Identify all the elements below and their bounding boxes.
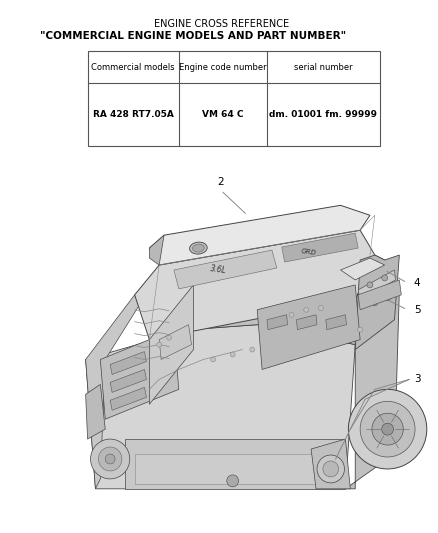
- Circle shape: [289, 312, 294, 317]
- Circle shape: [317, 455, 344, 483]
- Text: "COMMERCIAL ENGINE MODELS AND PART NUMBER": "COMMERCIAL ENGINE MODELS AND PART NUMBE…: [40, 31, 346, 41]
- Polygon shape: [189, 280, 360, 345]
- Polygon shape: [267, 315, 288, 330]
- Polygon shape: [355, 255, 399, 350]
- Circle shape: [230, 352, 235, 357]
- Circle shape: [358, 327, 363, 332]
- Bar: [88, 51, 380, 146]
- Text: VM 64 C: VM 64 C: [202, 110, 244, 119]
- Text: 1: 1: [406, 430, 412, 440]
- Polygon shape: [174, 250, 277, 289]
- Text: GRD: GRD: [301, 248, 317, 256]
- Polygon shape: [159, 325, 191, 360]
- Polygon shape: [110, 352, 146, 375]
- Text: Commercial models: Commercial models: [92, 62, 175, 71]
- Text: 3: 3: [413, 374, 420, 384]
- Circle shape: [166, 335, 171, 340]
- Circle shape: [323, 461, 339, 477]
- Polygon shape: [358, 270, 396, 300]
- Ellipse shape: [190, 242, 207, 254]
- Text: 3.6L: 3.6L: [209, 264, 227, 276]
- Polygon shape: [311, 439, 350, 489]
- Circle shape: [385, 295, 391, 301]
- Text: 5: 5: [413, 305, 420, 315]
- Circle shape: [348, 389, 427, 469]
- Circle shape: [99, 447, 122, 471]
- Text: 4: 4: [413, 278, 420, 288]
- Polygon shape: [257, 285, 360, 369]
- Polygon shape: [149, 205, 370, 265]
- Polygon shape: [86, 384, 105, 439]
- Polygon shape: [149, 285, 194, 404]
- Polygon shape: [297, 315, 317, 330]
- Circle shape: [372, 413, 403, 445]
- Text: ENGINE CROSS REFERENCE: ENGINE CROSS REFERENCE: [154, 19, 290, 29]
- Circle shape: [381, 275, 388, 281]
- Polygon shape: [149, 235, 164, 265]
- Circle shape: [360, 401, 415, 457]
- Polygon shape: [110, 369, 146, 392]
- Circle shape: [250, 347, 255, 352]
- Circle shape: [211, 357, 215, 362]
- Circle shape: [157, 342, 162, 347]
- Polygon shape: [340, 258, 385, 280]
- Polygon shape: [282, 233, 358, 262]
- Polygon shape: [134, 454, 336, 484]
- Polygon shape: [86, 295, 140, 489]
- Polygon shape: [100, 330, 179, 419]
- Polygon shape: [346, 255, 399, 489]
- Text: serial number: serial number: [294, 62, 353, 71]
- Circle shape: [91, 439, 130, 479]
- Polygon shape: [134, 230, 375, 340]
- Circle shape: [367, 282, 373, 288]
- Text: dm. 01001 fm. 99999: dm. 01001 fm. 99999: [269, 110, 378, 119]
- Circle shape: [372, 300, 378, 306]
- Text: RA 428 RT7.05A: RA 428 RT7.05A: [93, 110, 173, 119]
- Text: 2: 2: [218, 177, 224, 188]
- Text: Engine code number: Engine code number: [179, 62, 267, 71]
- Polygon shape: [110, 387, 146, 410]
- Circle shape: [105, 454, 115, 464]
- Circle shape: [381, 423, 393, 435]
- Polygon shape: [358, 280, 401, 310]
- Polygon shape: [86, 325, 355, 489]
- Circle shape: [227, 475, 239, 487]
- Circle shape: [318, 305, 323, 310]
- Circle shape: [304, 308, 309, 312]
- Polygon shape: [326, 315, 346, 330]
- Polygon shape: [125, 439, 346, 489]
- Ellipse shape: [193, 244, 204, 252]
